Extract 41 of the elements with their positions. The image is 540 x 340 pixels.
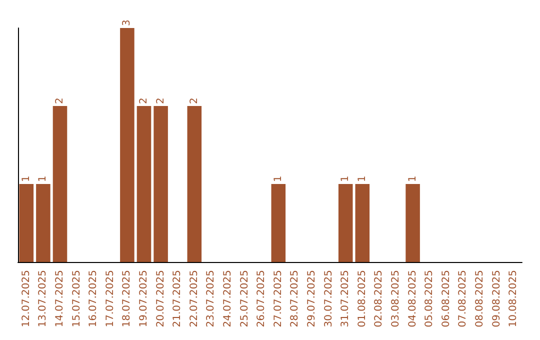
x-tick-label: 22.07.2025	[188, 270, 200, 328]
x-tick-label: 19.07.2025	[138, 270, 150, 328]
data-label: 1	[340, 176, 352, 182]
x-tick-label: 06.08.2025	[440, 270, 452, 328]
data-label: 1	[20, 176, 32, 182]
x-tick-label: 23.07.2025	[206, 270, 217, 328]
x-tick-label: 13.07.2025	[38, 270, 49, 328]
x-tick-label: 18.07.2025	[122, 270, 133, 328]
data-label: 1	[272, 176, 284, 182]
x-tick-label: 26.07.2025	[256, 270, 268, 328]
x-tick-label: 01.08.2025	[356, 270, 368, 328]
data-label: 3	[122, 20, 133, 26]
x-tick-label: 30.07.2025	[323, 270, 334, 328]
x-tick-label: 28.07.2025	[290, 270, 301, 328]
x-tick-label: 21.07.2025	[172, 270, 184, 328]
x-tick-label: 03.08.2025	[390, 270, 402, 328]
x-tick-label: 12.07.2025	[20, 270, 32, 328]
x-tick-label: 14.07.2025	[54, 270, 66, 328]
x-tick-label: 16.07.2025	[88, 270, 100, 328]
data-label: 2	[138, 98, 150, 104]
x-tick-label: 15.07.2025	[71, 270, 82, 328]
data-label: 1	[356, 176, 368, 182]
x-tick-label: 29.07.2025	[306, 270, 318, 328]
x-tick-label: 31.07.2025	[340, 270, 352, 328]
x-tick-label: 17.07.2025	[104, 270, 116, 328]
x-tick-label: 25.07.2025	[239, 270, 250, 328]
x-tick-label: 04.08.2025	[407, 270, 418, 328]
x-tick-label: 20.07.2025	[155, 270, 166, 328]
x-tick-label: 05.08.2025	[424, 270, 436, 328]
x-tick-label: 09.08.2025	[491, 270, 502, 328]
x-tick-label: 27.07.2025	[272, 270, 284, 328]
data-label: 1	[38, 176, 49, 182]
x-tick-label: 02.08.2025	[374, 270, 385, 328]
data-label: 2	[54, 98, 66, 104]
x-tick-label: 08.08.2025	[474, 270, 486, 328]
x-tick-label: 24.07.2025	[222, 270, 234, 328]
data-label: 2	[188, 98, 200, 104]
x-tick-label: 07.08.2025	[458, 270, 469, 328]
x-tick-label: 10.08.2025	[508, 270, 520, 328]
data-label: 1	[407, 176, 418, 182]
data-label: 2	[155, 98, 166, 104]
